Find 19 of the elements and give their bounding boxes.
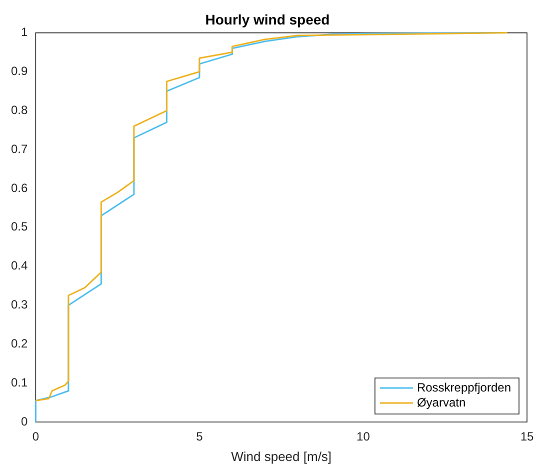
- y-tick-label: 0.6: [10, 180, 28, 195]
- y-tick-label: 0.1: [10, 375, 28, 390]
- legend-label: Øyarvatn: [416, 395, 466, 410]
- x-tick-label: 10: [356, 430, 370, 444]
- x-tick-label: 15: [520, 430, 534, 444]
- y-tick-label: 1: [20, 25, 28, 40]
- x-tick-label: 0: [32, 430, 40, 444]
- y-tick-label: 0.5: [10, 220, 28, 234]
- y-tick-label: 0.2: [10, 336, 28, 350]
- y-tick-label: 0.4: [10, 258, 28, 273]
- y-tick-label: 0.7: [10, 142, 28, 156]
- x-axis-title: Wind speed [m/s]: [231, 448, 332, 464]
- x-tick-label: 5: [196, 430, 204, 444]
- y-tick-label: 0.3: [10, 298, 28, 312]
- chart-title: Hourly wind speed: [205, 11, 330, 28]
- y-tick-label: 0.8: [10, 102, 28, 117]
- y-tick-label: 0.9: [10, 64, 28, 78]
- y-tick-label: 0: [20, 414, 28, 428]
- legend-label: Rosskreppfjorden: [416, 380, 512, 394]
